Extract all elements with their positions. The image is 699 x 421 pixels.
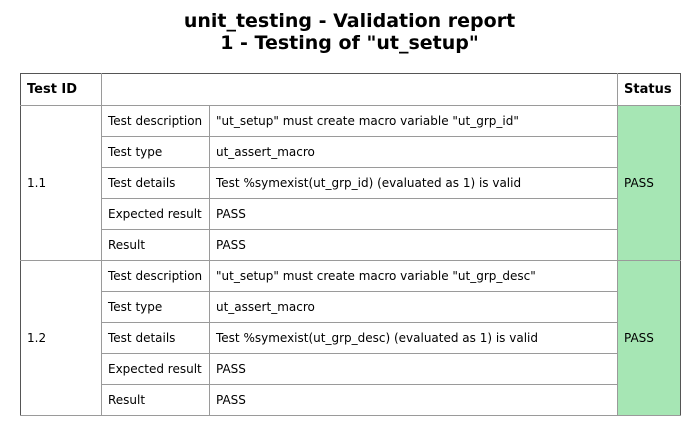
row-value: PASS	[209, 198, 618, 230]
row-label: Expected result	[101, 198, 210, 230]
status-cell: PASS	[617, 105, 681, 261]
row-value: "ut_setup" must create macro variable "u…	[209, 260, 618, 292]
row-value: PASS	[209, 229, 618, 261]
row-value: Test %symexist(ut_grp_id) (evaluated as …	[209, 167, 618, 199]
row-label: Test details	[101, 322, 210, 354]
table-row: Test type ut_assert_macro	[21, 291, 681, 323]
table-row: Result PASS	[21, 384, 681, 416]
row-label: Test description	[101, 105, 210, 137]
table-row: Expected result PASS	[21, 353, 681, 385]
test-id-cell: 1.1	[20, 105, 102, 261]
table-row: Test details Test %symexist(ut_grp_desc)…	[21, 322, 681, 354]
col-header-details	[101, 73, 618, 106]
report-title: unit_testing - Validation report	[183, 10, 516, 32]
row-value: PASS	[209, 353, 618, 385]
row-value: Test %symexist(ut_grp_desc) (evaluated a…	[209, 322, 618, 354]
table-row: Expected result PASS	[21, 198, 681, 230]
row-label: Test type	[101, 291, 210, 323]
table-row: 1.1 Test description "ut_setup" must cre…	[20, 105, 681, 261]
report-subtitle: 1 - Testing of "ut_setup"	[220, 32, 479, 54]
row-label: Expected result	[101, 353, 210, 385]
report-header: unit_testing - Validation report 1 - Tes…	[0, 10, 699, 54]
row-label: Result	[101, 384, 210, 416]
row-label: Test details	[101, 167, 210, 199]
table-row: Test details Test %symexist(ut_grp_id) (…	[21, 167, 681, 199]
row-value: ut_assert_macro	[209, 291, 618, 323]
row-label: Test description	[101, 260, 210, 292]
validation-report-table: Test ID Status 1.1 Test description "ut_…	[20, 73, 681, 416]
table-row: Test type ut_assert_macro	[21, 136, 681, 168]
row-value: ut_assert_macro	[209, 136, 618, 168]
row-label: Result	[101, 229, 210, 261]
test-id-cell: 1.2	[20, 260, 102, 416]
table-header-row: Test ID Status	[20, 73, 681, 106]
table-row: 1.2 Test description "ut_setup" must cre…	[20, 260, 681, 416]
col-header-status: Status	[617, 73, 681, 106]
row-label: Test type	[101, 136, 210, 168]
col-header-test-id: Test ID	[20, 73, 102, 106]
table-row: Result PASS	[21, 229, 681, 261]
status-cell: PASS	[617, 260, 681, 416]
row-value: "ut_setup" must create macro variable "u…	[209, 105, 618, 137]
row-value: PASS	[209, 384, 618, 416]
